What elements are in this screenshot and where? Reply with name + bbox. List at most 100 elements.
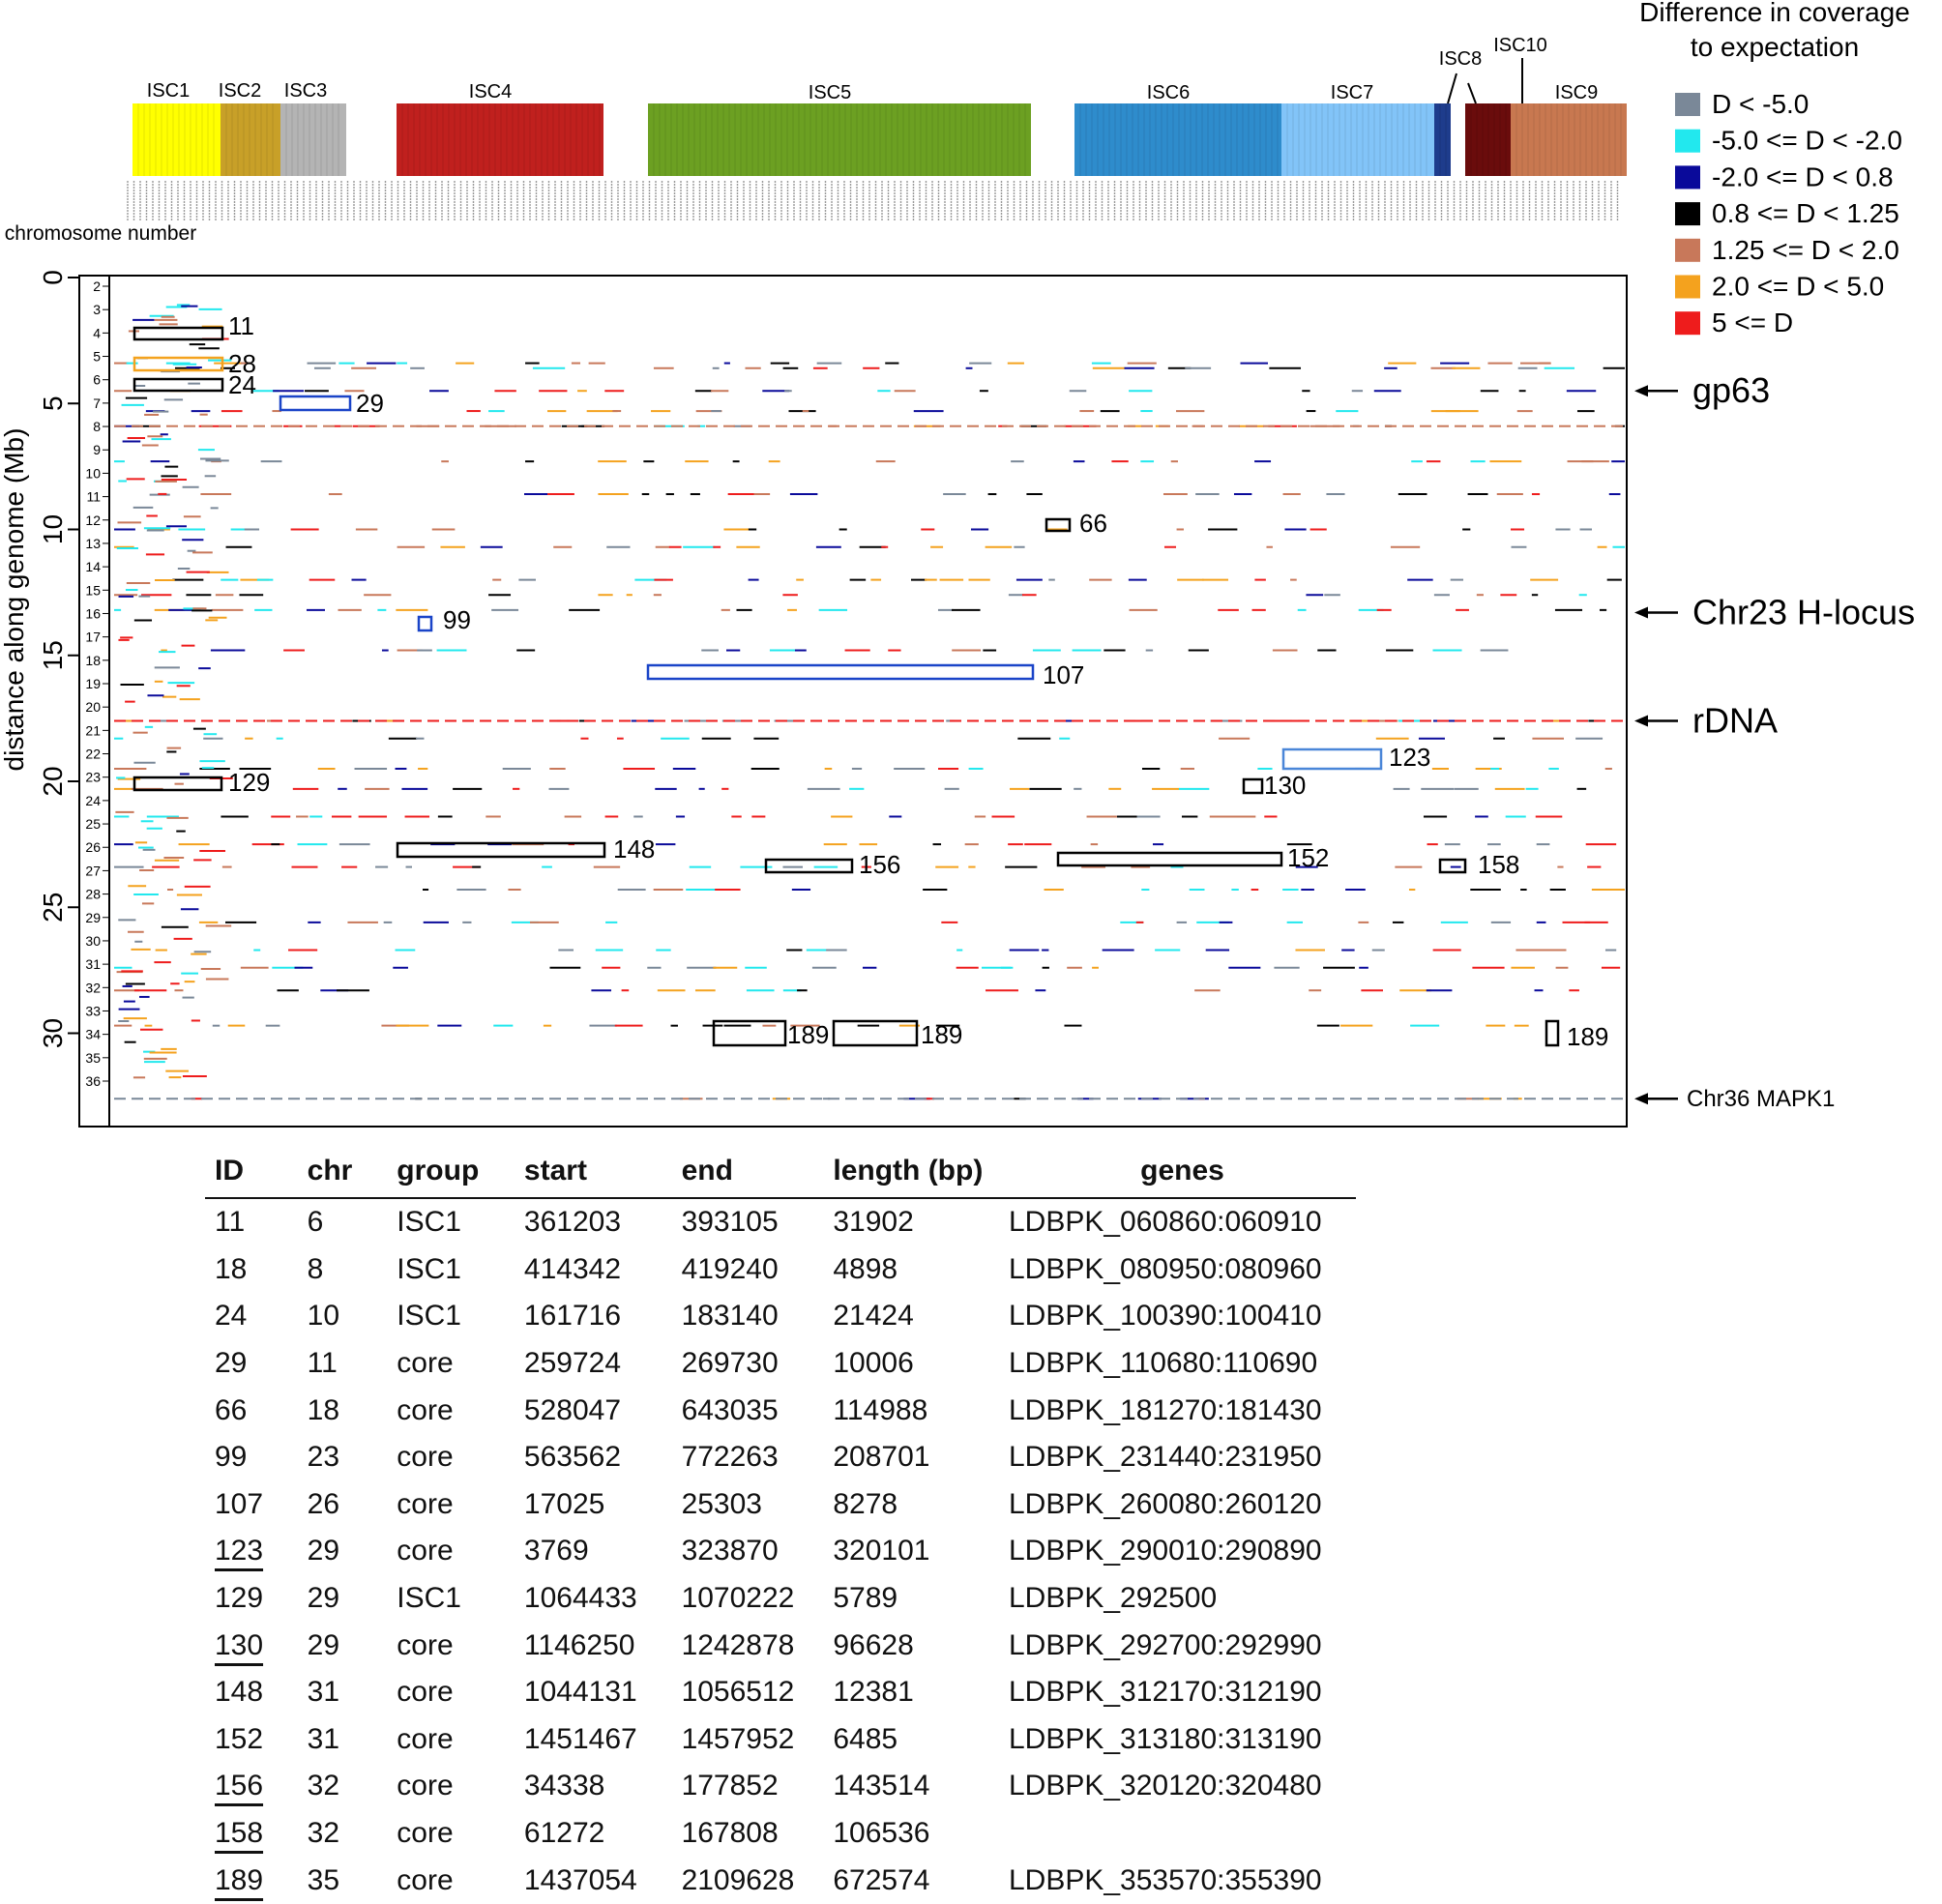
chromosome-tick-label: 2 (93, 278, 101, 294)
cell-end: 183140 (681, 1300, 779, 1333)
group-label-isc7: ISC7 (1331, 82, 1373, 103)
cell-start: 1064433 (523, 1582, 637, 1615)
group-bar-isc10 (1465, 103, 1511, 176)
cell-id: 66 (215, 1393, 248, 1426)
cell-genes: LDBPK_312170:312190 (1008, 1676, 1322, 1709)
cell-group: core (397, 1347, 454, 1380)
group-bar-isc2 (221, 103, 280, 176)
cell-chr: 6 (307, 1206, 324, 1239)
legend-label: 0.8 <= D < 1.25 (1712, 198, 1899, 228)
chromosome-tick-label: 6 (93, 372, 101, 388)
group-label-isc5: ISC5 (809, 82, 851, 103)
cell-group: core (397, 1770, 454, 1802)
highlight-box-label: 123 (1389, 743, 1430, 772)
cell-length: 21424 (833, 1300, 914, 1333)
highlight-box-label: 99 (443, 605, 471, 634)
cell-genes: LDBPK_292500 (1008, 1582, 1218, 1615)
chromosome-tick-label: 33 (85, 1003, 101, 1018)
legend-label: 1.25 <= D < 2.0 (1712, 235, 1899, 265)
cell-start: 17025 (523, 1487, 605, 1520)
table-row: 66 18 core 528047 643035 114988 LDBPK_181270:1… (205, 1387, 1356, 1434)
chromosome-tick-label: 25 (85, 816, 101, 832)
highlight-box-189 (1545, 1019, 1560, 1047)
highlight-box-28 (132, 356, 224, 372)
cell-end: 1070222 (681, 1582, 795, 1615)
cell-end: 643035 (681, 1393, 779, 1426)
table-row: 18 8 ISC1 414342 419240 4898 LDBPK_080950:0809… (205, 1246, 1356, 1294)
group-bar-isc4 (397, 103, 603, 176)
highlight-box-156 (764, 858, 854, 874)
chromosome-tick-label: 8 (93, 419, 101, 434)
cell-group: core (397, 1393, 454, 1426)
cell-length: 672574 (833, 1863, 930, 1896)
highlight-box-66 (1045, 517, 1072, 533)
cell-group: core (397, 1676, 454, 1709)
cell-chr: 29 (307, 1535, 340, 1567)
cell-start: 1437054 (523, 1863, 637, 1896)
cell-chr: 31 (307, 1676, 340, 1709)
cell-end: 323870 (681, 1535, 779, 1567)
highlight-box-129 (132, 776, 223, 792)
cell-length: 8278 (833, 1487, 898, 1520)
chromosome-tick-label: 17 (85, 630, 101, 645)
cell-group: core (397, 1817, 454, 1850)
group-label-isc8: ISC8 (1439, 48, 1482, 70)
cell-genes: LDBPK_080950:080960 (1008, 1252, 1322, 1285)
highlight-box-label: 66 (1079, 509, 1107, 538)
cell-group: core (397, 1441, 454, 1474)
underlined-id: 130 (215, 1628, 264, 1661)
highlight-box-29 (279, 395, 352, 412)
highlight-box-130 (1242, 777, 1264, 795)
chromosome-tick-label: 28 (85, 887, 101, 902)
group-label-isc1: ISC1 (147, 80, 190, 102)
group-label-isc9: ISC9 (1555, 82, 1598, 103)
table-row: 152 31 core 1451467 1457952 6485 LDBPK_313180:… (205, 1716, 1356, 1764)
legend-swatch (1675, 202, 1700, 226)
chromosome-label: chromosome number (5, 222, 196, 245)
cell-chr: 23 (307, 1441, 340, 1474)
cell-chr: 29 (307, 1582, 340, 1615)
annotation-label: rDNA (1692, 700, 1778, 740)
coverage-figure: 2345678910111213141516171819202122232425… (0, 0, 1915, 1128)
cell-group: core (397, 1863, 454, 1896)
cell-genes (1009, 1810, 1356, 1858)
cell-id: 189 (205, 1857, 308, 1904)
table-header-row: ID chr group start end length (bp) genes (205, 1153, 1356, 1198)
cell-chr: 18 (307, 1393, 340, 1426)
legend-label: 5 <= D (1712, 308, 1793, 337)
chromosome-tick-label: 32 (85, 980, 101, 995)
cell-length: 320101 (833, 1535, 930, 1567)
cell-chr: 29 (307, 1628, 340, 1661)
annotation-label: Chr23 H-locus (1692, 592, 1915, 631)
cell-length: 31902 (833, 1206, 914, 1239)
y-tick-label: 0 (38, 270, 68, 285)
highlight-box-123 (1281, 747, 1383, 771)
header-id: ID (215, 1155, 244, 1186)
chromosome-tick-label: 21 (85, 722, 101, 738)
cell-end: 177852 (681, 1770, 779, 1802)
chromosome-tick-label: 15 (85, 582, 101, 598)
cell-genes: LDBPK_181270:181430 (1008, 1393, 1322, 1426)
table-row: 158 32 core 61272 167808 106536 (205, 1810, 1356, 1858)
cell-id: 130 (205, 1622, 308, 1669)
cell-chr: 32 (307, 1770, 340, 1802)
cell-length: 114988 (833, 1393, 928, 1426)
group-label-isc6: ISC6 (1147, 82, 1190, 103)
table-row: 129 29 ISC1 1064433 1070222 5789 LDBPK_292500 (205, 1575, 1356, 1623)
group-label-isc2: ISC2 (219, 80, 261, 102)
cell-end: 1457952 (681, 1722, 795, 1755)
header-genes: genes (1140, 1155, 1224, 1186)
y-tick-label: 20 (38, 766, 68, 796)
y-axis: 0 5 10 15 20 25 30 (38, 270, 79, 1048)
group-label-isc10: ISC10 (1493, 35, 1547, 56)
chromosome-tick-label: 30 (85, 933, 101, 949)
highlight-box-label: 148 (613, 835, 655, 864)
cell-id: 156 (205, 1763, 308, 1810)
cell-genes: LDBPK_353570:355390 (1008, 1863, 1322, 1896)
cell-length: 5789 (833, 1582, 898, 1615)
table-row: 156 32 core 34338 177852 143514 LDBPK_320120:3… (205, 1763, 1356, 1810)
group-bar-isc9 (1511, 103, 1627, 176)
annotation-arrowhead (1634, 606, 1648, 619)
cell-end: 167808 (681, 1817, 779, 1850)
